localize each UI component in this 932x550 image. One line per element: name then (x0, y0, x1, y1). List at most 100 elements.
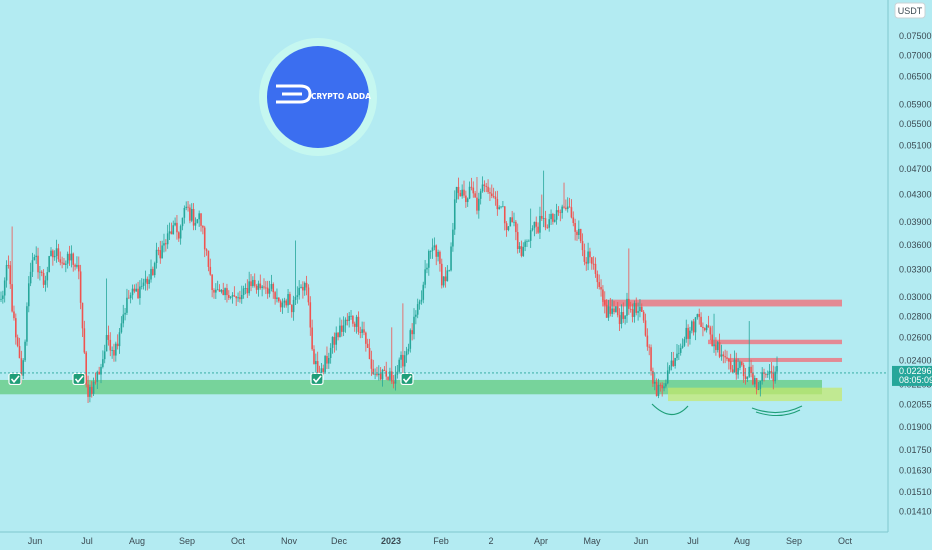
candle-body (157, 249, 160, 251)
bottom-arc-icon (651, 403, 689, 416)
candle-body (27, 283, 30, 307)
candle (511, 210, 513, 223)
candle-body (583, 250, 586, 262)
candle-body (548, 219, 551, 228)
candle-body (66, 253, 69, 264)
y-tick-label: 0.03600 (899, 240, 932, 250)
candle-body (696, 314, 699, 318)
candle (661, 382, 663, 397)
candle (27, 276, 30, 313)
candle (44, 275, 47, 292)
candle (163, 233, 165, 253)
candle-body (229, 296, 232, 298)
candle-body (635, 303, 638, 313)
candle (33, 254, 36, 261)
candle (303, 281, 306, 296)
candle (242, 285, 245, 299)
x-tick-label: Oct (838, 536, 853, 546)
candle-body (403, 355, 406, 367)
candle (361, 321, 363, 338)
candle (598, 274, 601, 290)
candle-body (715, 344, 717, 351)
candle-body (652, 370, 654, 384)
candle-body (150, 268, 152, 280)
candle-body (698, 314, 701, 317)
candle-body (542, 218, 545, 219)
candle (55, 239, 58, 263)
candle (572, 211, 575, 227)
candle-body (581, 241, 584, 251)
candle (368, 338, 371, 360)
x-tick-label: Feb (433, 536, 449, 546)
candle (66, 251, 69, 269)
candle (292, 295, 295, 321)
y-tick-label: 0.03000 (899, 292, 932, 302)
checkmark-tick (74, 375, 84, 384)
candle (683, 336, 686, 347)
candle-body (737, 367, 739, 375)
candle-body (741, 361, 743, 365)
candle-body (746, 376, 749, 379)
candle (274, 290, 276, 305)
candle-body (700, 316, 702, 327)
candle (77, 256, 80, 280)
candle (79, 264, 82, 310)
candle (316, 351, 319, 375)
y-tick-label: 0.05100 (899, 141, 932, 151)
candle (439, 250, 441, 272)
candle-body (400, 354, 402, 360)
candle (2, 290, 4, 304)
candle-body (733, 359, 736, 373)
candle-body (476, 197, 478, 211)
candle (65, 260, 67, 273)
candle-body (227, 295, 230, 298)
candle (378, 365, 380, 381)
candle (265, 281, 267, 295)
candle-body (7, 264, 10, 266)
candle (226, 283, 228, 303)
candle-body (355, 316, 358, 327)
candle-body (116, 343, 119, 347)
candle-body (196, 219, 199, 223)
candle-body (426, 267, 428, 270)
candle-body (163, 243, 165, 246)
candle-body (522, 246, 525, 256)
candle (594, 257, 597, 278)
candle (448, 269, 450, 272)
candle (26, 302, 28, 346)
candle (111, 346, 113, 359)
candle (37, 247, 39, 279)
candle (416, 298, 419, 319)
bottom-arc-icon (755, 409, 801, 416)
candle (307, 284, 310, 306)
candle (691, 320, 693, 334)
candle (185, 201, 188, 211)
candle (750, 359, 752, 378)
candle (9, 260, 12, 289)
candle (633, 300, 636, 323)
candle-body (592, 263, 595, 265)
currency-button[interactable]: USDT (894, 2, 926, 19)
candle-body (544, 218, 547, 228)
candle-body (572, 217, 575, 224)
candle-body (616, 306, 619, 316)
candle (509, 217, 512, 227)
candle (533, 221, 536, 237)
candle (559, 209, 562, 222)
candle (355, 314, 358, 334)
candle (728, 357, 730, 370)
candle-body (478, 198, 480, 211)
y-tick-label: 0.06500 (899, 72, 932, 82)
candle (644, 313, 647, 337)
y-tick-label: 0.05500 (899, 119, 932, 129)
currency-button-bg[interactable] (894, 2, 926, 19)
checkmark-box (8, 372, 22, 386)
candle (209, 258, 212, 276)
candle (263, 278, 265, 290)
candle-body (539, 215, 541, 233)
candle (605, 299, 608, 318)
candle (127, 290, 130, 299)
candle (629, 301, 632, 313)
candle-body (515, 221, 517, 233)
